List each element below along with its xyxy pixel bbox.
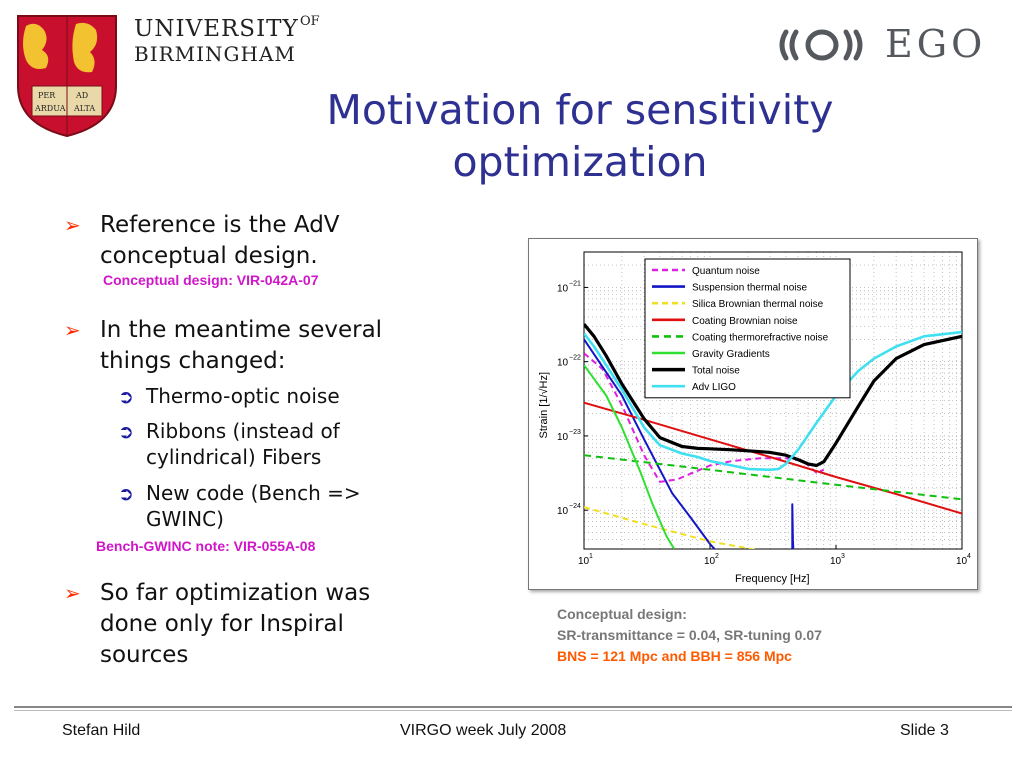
ego-logo-text: EGO — [885, 22, 987, 66]
plot-frame — [583, 251, 963, 550]
bullet-text: So far optimization was — [100, 580, 371, 606]
series-line-coating-thermorefractive-noise — [584, 454, 962, 501]
y-tick-label-exponent: −21 — [569, 280, 581, 287]
legend-label: Coating Brownian noise — [692, 316, 798, 327]
bullet-item: ➢ Reference is the AdV conceptual design… — [64, 210, 340, 272]
sub-bullet-arrow-icon: ➲ — [118, 386, 134, 408]
x-tick-label: 10 — [704, 556, 716, 567]
sub-bullet-text: Thermo-optic noise — [146, 384, 340, 408]
footer-divider — [14, 706, 1012, 708]
noise-budget-figure: 10 1 10 2 10 3 10 4 10 −24 10 −23 10 −22 10 −21 Frequenc… — [528, 238, 978, 590]
y-tick-label-exponent: −23 — [569, 429, 581, 436]
caption-line2: SR-transmittance = 0.04, SR-tuning 0.07 — [557, 627, 822, 643]
x-axis-label: Frequency [Hz] — [735, 573, 810, 585]
series-line-total-noise — [584, 323, 962, 468]
crest-motto-text: PER — [38, 91, 56, 100]
sub-bullet-item: ➲ Thermo-optic noise — [118, 383, 340, 409]
x-tick-label: 10 — [956, 556, 968, 567]
bullet-arrow-icon: ➢ — [64, 213, 81, 237]
bullet-item: ➢ So far optimization was done only for … — [64, 578, 370, 671]
sub-bullet-text: cylindrical) Fibers — [146, 445, 322, 469]
crest-motto-text: AD — [75, 91, 88, 100]
series-line-suspension-thermal-noise — [584, 338, 795, 549]
sub-bullet-arrow-icon: ➲ — [118, 483, 134, 505]
footer-slide-number: Slide 3 — [900, 722, 949, 739]
series-line-gravity-gradients — [584, 364, 676, 549]
footer-divider — [14, 710, 1012, 711]
legend-label: Adv LIGO — [692, 382, 736, 393]
y-tick-label: 10 — [557, 358, 569, 369]
x-tick-label: 10 — [578, 556, 590, 567]
legend-label: Silica Brownian thermal noise — [692, 299, 824, 310]
slide-title-line1: Motivation for sensitivity — [326, 86, 834, 134]
crest-motto-text: ALTA — [73, 104, 95, 113]
bullet-text: conceptual design. — [100, 243, 318, 269]
sub-bullet-text: GWINC) — [146, 507, 224, 531]
legend-label: Gravity Gradients — [692, 349, 770, 360]
bullet-arrow-icon: ➢ — [64, 581, 81, 605]
x-tick-label: 10 — [830, 556, 842, 567]
bullet-text: Reference is the AdV — [100, 212, 340, 238]
bullet-item: ➢ In the meantime several things changed… — [64, 315, 382, 377]
legend-label: Coating thermorefractive noise — [692, 332, 829, 343]
university-name-line2: BIRMINGHAM — [134, 42, 296, 66]
caption-line1: Conceptual design: — [557, 606, 687, 622]
university-crest-logo: PER AD ARDUA ALTA — [17, 15, 117, 138]
x-tick-label-exponent: 2 — [715, 553, 719, 560]
conceptual-design-note: Conceptual design: VIR-042A-07 — [103, 272, 319, 288]
legend-box — [644, 258, 851, 399]
y-tick-label-exponent: −22 — [569, 355, 581, 362]
sub-bullet-text: New code (Bench => — [146, 481, 361, 505]
sub-bullet-item: ➲ Ribbons (instead of cylindrical) Fiber… — [118, 418, 340, 470]
sub-bullet-item: ➲ New code (Bench => GWINC) — [118, 480, 361, 532]
sub-bullet-text: Ribbons (instead of — [146, 419, 340, 443]
bullet-arrow-icon: ➢ — [64, 318, 81, 342]
sub-bullet-arrow-icon: ➲ — [118, 421, 134, 443]
university-name-of: OF — [300, 14, 320, 29]
y-tick-label: 10 — [557, 506, 569, 517]
legend-label: Total noise — [692, 366, 740, 377]
legend-label: Suspension thermal noise — [692, 283, 808, 294]
footer-author: Stefan Hild — [62, 722, 141, 739]
footer-event: VIRGO week July 2008 — [400, 722, 567, 739]
crest-motto-text: ARDUA — [34, 104, 66, 113]
series-line-adv-ligo — [584, 330, 962, 472]
x-tick-label-exponent: 1 — [589, 553, 593, 560]
slide-title: Motivation for sensitivity optimization — [240, 84, 920, 188]
x-tick-label-exponent: 3 — [841, 553, 845, 560]
bullet-text: sources — [100, 642, 189, 668]
x-tick-label-exponent: 4 — [967, 553, 971, 560]
y-tick-label: 10 — [557, 432, 569, 443]
caption-line3: BNS = 121 Mpc and BBH = 856 Mpc — [557, 648, 792, 664]
legend-label: Quantum noise — [692, 266, 760, 277]
ego-swirl-logo — [779, 29, 863, 61]
bullet-text: done only for Inspiral — [100, 611, 344, 637]
bullet-text: things changed: — [100, 348, 286, 374]
series-line-silica-brownian-thermal-noise — [584, 506, 758, 549]
y-tick-label: 10 — [557, 283, 569, 294]
slide-title-line2: optimization — [452, 138, 708, 186]
university-name-line1: UNIVERSITY — [134, 16, 299, 42]
bench-gwinc-note: Bench-GWINC note: VIR-055A-08 — [96, 538, 316, 554]
y-axis-label: Strain [1/√Hz] — [538, 372, 550, 439]
y-tick-label-exponent: −24 — [569, 503, 581, 510]
bullet-text: In the meantime several — [100, 317, 383, 343]
